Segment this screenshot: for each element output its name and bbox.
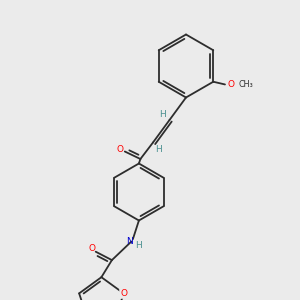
Text: O: O — [117, 146, 124, 154]
Text: H: H — [155, 145, 162, 154]
Text: H: H — [135, 242, 141, 250]
Text: CH₃: CH₃ — [238, 80, 253, 89]
Text: O: O — [227, 80, 234, 89]
Text: H: H — [159, 110, 165, 119]
Text: N: N — [127, 237, 133, 246]
Text: O: O — [120, 289, 127, 298]
Text: O: O — [88, 244, 96, 253]
